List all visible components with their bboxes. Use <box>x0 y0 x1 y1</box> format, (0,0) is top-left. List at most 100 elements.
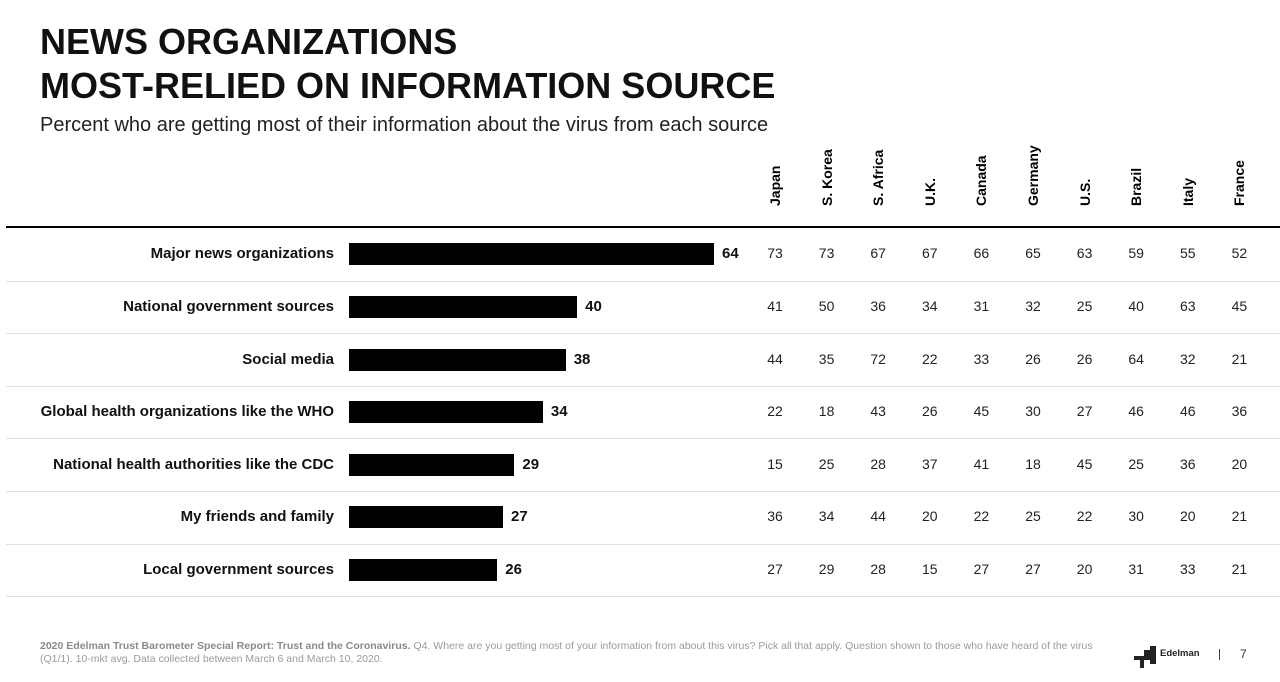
table-cell-s-korea: 29 <box>818 560 835 577</box>
table-cell-brazil: 46 <box>1128 403 1144 420</box>
table-cell-s-korea: 34 <box>818 508 835 525</box>
table-cell-u-s: 63 <box>1076 245 1093 262</box>
table-cell-japan: 15 <box>767 455 783 472</box>
page-number: 7 <box>1240 647 1247 661</box>
table-cell-france: 45 <box>1231 297 1248 314</box>
table-cell-s-korea: 35 <box>818 350 835 367</box>
footnote: 2020 Edelman Trust Barometer Special Rep… <box>40 640 1100 666</box>
table-cell-s-korea: 73 <box>818 245 835 262</box>
column-header-japan: Japan <box>760 150 790 222</box>
row-label-social-media: Social media <box>242 350 334 368</box>
table-cell-u-s: 25 <box>1076 297 1093 314</box>
bar-value-label: 40 <box>585 297 602 315</box>
subtitle: Percent who are getting most of their in… <box>40 114 769 136</box>
table-cell-s-korea: 18 <box>818 403 835 420</box>
row-label-local-government-sources: Local government sources <box>143 560 334 578</box>
column-header-france: France <box>1224 150 1254 222</box>
table-cell-u-s: 27 <box>1076 403 1093 420</box>
title-line-1: NEWS ORGANIZATIONS <box>40 21 458 62</box>
row-label-major-news-organizations: Major news organizations <box>150 245 334 263</box>
table-cell-japan: 27 <box>767 560 783 577</box>
table-cell-germany: 18 <box>1025 455 1041 472</box>
edelman-logo-icon <box>1134 646 1156 668</box>
table-cell-france: 36 <box>1231 403 1248 420</box>
table-cell-u-k: 37 <box>922 455 938 472</box>
row-divider <box>6 596 1280 598</box>
column-header-s-korea: S. Korea <box>812 149 842 222</box>
table-cell-japan: 22 <box>767 403 783 420</box>
bar-major-news-organizations <box>349 243 714 266</box>
table-cell-germany: 30 <box>1025 403 1041 420</box>
row-label-national-government-sources: National government sources <box>123 297 334 315</box>
table-cell-canada: 45 <box>973 403 990 420</box>
bar-value-label: 64 <box>722 245 739 263</box>
row-divider <box>6 333 1280 335</box>
table-cell-canada: 22 <box>973 508 990 525</box>
table-cell-s-korea: 50 <box>818 297 835 314</box>
column-header-germany: Germany <box>1018 145 1048 222</box>
table-cell-japan: 41 <box>767 297 783 314</box>
bar-value-label: 29 <box>522 455 540 473</box>
column-header-label: Italy <box>1179 177 1196 206</box>
table-cell-u-s: 20 <box>1076 560 1093 577</box>
column-header-s-africa: S. Africa <box>863 150 893 222</box>
table-cell-italy: 32 <box>1180 350 1196 367</box>
logo-text: Edelman <box>1160 648 1200 659</box>
table-cell-s-africa: 72 <box>870 350 886 367</box>
table-cell-u-s: 45 <box>1076 455 1093 472</box>
column-header-label: U.S. <box>1076 178 1093 206</box>
title-line-2: MOST-RELIED ON INFORMATION SOURCE <box>40 65 776 106</box>
column-header-label: S. Africa <box>870 149 887 206</box>
logo-separator <box>1219 649 1220 660</box>
row-divider <box>6 280 1280 282</box>
table-cell-germany: 27 <box>1025 560 1041 577</box>
table-cell-s-korea: 25 <box>818 455 835 472</box>
table-cell-canada: 41 <box>973 455 990 472</box>
table-cell-france: 21 <box>1231 350 1248 367</box>
table-cell-canada: 33 <box>973 350 990 367</box>
bar-value-label: 27 <box>510 508 528 526</box>
column-header-label: Germany <box>1025 145 1041 206</box>
table-cell-germany: 26 <box>1025 350 1041 367</box>
page-title: NEWS ORGANIZATIONS MOST-RELIED ON INFORM… <box>40 20 775 108</box>
row-divider <box>6 543 1280 545</box>
table-cell-s-africa: 28 <box>870 455 886 472</box>
row-label-global-health-organizations-like-the-who: Global health organizations like the WHO <box>40 403 334 421</box>
row-divider <box>6 438 1280 440</box>
row-label-national-health-authorities-like-the-cdc: National health authorities like the CDC <box>53 455 334 473</box>
table-cell-canada: 27 <box>973 560 990 577</box>
table-cell-s-africa: 43 <box>870 403 886 420</box>
table-cell-germany: 65 <box>1025 245 1041 262</box>
bar-value-label: 38 <box>573 350 591 368</box>
column-header-label: Canada <box>973 155 990 206</box>
bar-my-friends-and-family <box>349 506 503 529</box>
table-cell-france: 52 <box>1231 245 1248 262</box>
header-rule <box>6 226 1280 228</box>
table-cell-japan: 73 <box>767 245 783 262</box>
table-cell-s-africa: 44 <box>870 508 886 525</box>
table-cell-u-k: 67 <box>922 245 938 262</box>
table-cell-s-africa: 28 <box>870 560 886 577</box>
table-cell-japan: 36 <box>767 508 783 525</box>
bar-national-government-sources <box>349 295 578 318</box>
column-header-label: S. Korea <box>818 149 835 206</box>
bar-value-label: 34 <box>550 403 568 421</box>
bar-local-government-sources <box>349 558 498 581</box>
table-cell-brazil: 64 <box>1128 350 1144 367</box>
table-cell-italy: 33 <box>1180 560 1196 577</box>
column-header-u-k: U.K. <box>915 150 945 222</box>
table-cell-brazil: 25 <box>1128 455 1144 472</box>
column-header-u-s: U.S. <box>1070 150 1100 222</box>
table-cell-u-s: 26 <box>1076 350 1093 367</box>
row-label-my-friends-and-family: My friends and family <box>180 508 334 526</box>
column-header-label: France <box>1231 160 1248 206</box>
column-header-label: Japan <box>767 165 783 206</box>
table-cell-italy: 20 <box>1180 508 1196 525</box>
table-cell-france: 21 <box>1231 508 1248 525</box>
footnote-text: Q4. Where are you getting most of your i… <box>40 640 1093 665</box>
bar-social-media <box>349 348 566 371</box>
table-cell-u-k: 26 <box>922 403 938 420</box>
table-cell-italy: 63 <box>1180 297 1196 314</box>
table-cell-japan: 44 <box>767 350 783 367</box>
column-header-canada: Canada <box>966 150 996 222</box>
